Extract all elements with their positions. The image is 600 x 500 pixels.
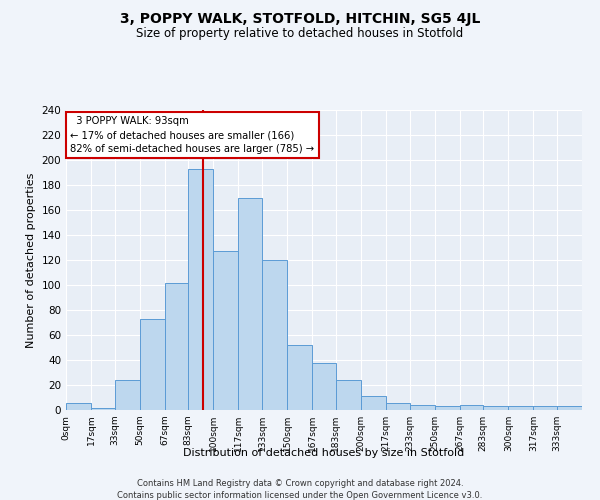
Bar bbox=[483, 406, 508, 410]
Bar bbox=[434, 406, 460, 410]
Text: Distribution of detached houses by size in Stotfold: Distribution of detached houses by size … bbox=[184, 448, 464, 458]
Bar bbox=[115, 380, 140, 410]
Bar bbox=[361, 396, 386, 410]
Bar bbox=[533, 406, 557, 410]
Bar bbox=[238, 198, 262, 410]
Bar bbox=[140, 319, 165, 410]
Bar bbox=[214, 251, 238, 410]
Text: 3, POPPY WALK, STOTFOLD, HITCHIN, SG5 4JL: 3, POPPY WALK, STOTFOLD, HITCHIN, SG5 4J… bbox=[120, 12, 480, 26]
Text: Size of property relative to detached houses in Stotfold: Size of property relative to detached ho… bbox=[136, 28, 464, 40]
Text: Contains public sector information licensed under the Open Government Licence v3: Contains public sector information licen… bbox=[118, 491, 482, 500]
Bar bbox=[336, 380, 361, 410]
Bar bbox=[508, 406, 533, 410]
Bar bbox=[287, 345, 312, 410]
Bar bbox=[165, 282, 188, 410]
Bar bbox=[410, 405, 434, 410]
Bar bbox=[262, 260, 287, 410]
Text: 3 POPPY WALK: 93sqm
← 17% of detached houses are smaller (166)
82% of semi-detac: 3 POPPY WALK: 93sqm ← 17% of detached ho… bbox=[70, 116, 314, 154]
Text: Contains HM Land Registry data © Crown copyright and database right 2024.: Contains HM Land Registry data © Crown c… bbox=[137, 479, 463, 488]
Y-axis label: Number of detached properties: Number of detached properties bbox=[26, 172, 36, 348]
Bar bbox=[557, 406, 582, 410]
Bar bbox=[66, 402, 91, 410]
Bar bbox=[91, 408, 115, 410]
Bar bbox=[188, 169, 214, 410]
Bar bbox=[312, 362, 336, 410]
Bar bbox=[386, 402, 410, 410]
Bar bbox=[460, 405, 483, 410]
